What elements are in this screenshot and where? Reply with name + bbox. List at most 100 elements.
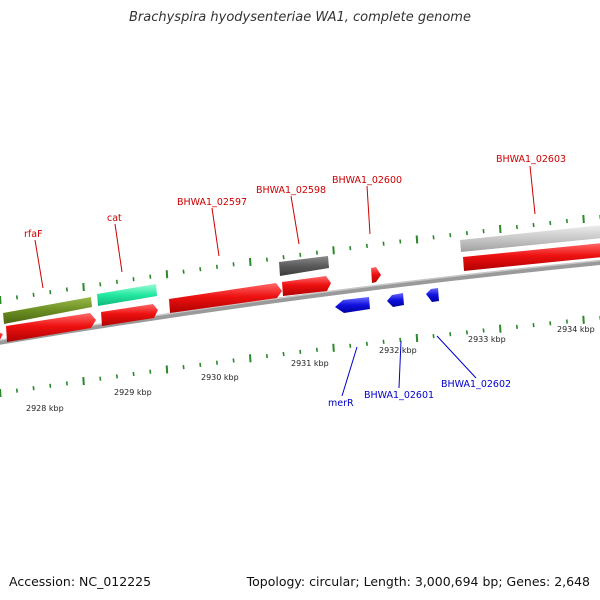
cds-arrow-02598[interactable] (282, 276, 331, 296)
cds-arrow-02597[interactable] (169, 283, 282, 313)
forward-tick-21 (349, 246, 352, 251)
reverse-tick-13 (215, 360, 218, 365)
forward-tick-34 (565, 218, 568, 224)
reverse-gene-callouts: merR BHWA1_02601 BHWA1_02602 (328, 335, 511, 409)
forward-tick-17 (282, 255, 285, 260)
reverse-tick-17 (282, 351, 285, 357)
label-02602: BHWA1_02602 (441, 379, 511, 390)
label-02600: BHWA1_02600 (332, 175, 402, 186)
forward-tick-23 (382, 241, 385, 246)
reverse-tick-29 (482, 328, 485, 333)
gene-02602-arrow[interactable] (426, 288, 439, 302)
label-02601: BHWA1_02601 (364, 390, 434, 401)
forward-tick-14 (232, 262, 235, 267)
reverse-tick-34 (565, 319, 568, 324)
forward-tick-3 (49, 290, 52, 295)
forward-tick-1 (15, 295, 18, 300)
reverse-tick-15 (249, 354, 252, 363)
cds-arrow-02603[interactable] (463, 243, 600, 271)
reverse-tick-21 (349, 343, 352, 348)
gene-02598-bar[interactable] (279, 256, 329, 276)
gene-merR-arrow[interactable] (335, 297, 370, 313)
forward-tick-30 (499, 224, 502, 234)
reverse-tick-0 (0, 388, 2, 398)
forward-tick-28 (465, 231, 468, 236)
reverse-tick-14 (232, 358, 235, 363)
reverse-tick-6 (99, 376, 102, 381)
forward-tick-27 (449, 233, 452, 238)
accession-text: Accession: NC_012225 (9, 574, 152, 589)
label-merR: merR (328, 398, 354, 409)
reverse-tick-9 (149, 369, 152, 374)
reverse-tick-24 (399, 337, 402, 342)
gene-02601-arrow[interactable] (387, 293, 404, 307)
reverse-tick-20 (332, 343, 335, 352)
reverse-tick-2 (32, 386, 35, 391)
reverse-tick-4 (65, 381, 68, 386)
forward-gene-callouts: rfaF cat BHWA1_02597 BHWA1_02598 BHWA1_0… (24, 154, 566, 289)
forward-tick-32 (532, 222, 535, 228)
axis-label-2929: 2929 kbp (114, 388, 152, 397)
cds-arrow-left-edge[interactable] (0, 331, 3, 347)
axis-label-2932: 2932 kbp (379, 346, 417, 355)
reverse-tick-16 (265, 354, 268, 359)
forward-tick-2 (32, 292, 35, 297)
forward-tick-7 (115, 279, 118, 284)
label-cat: cat (107, 213, 122, 224)
forward-tick-35 (582, 214, 585, 224)
axis-label-2933: 2933 kbp (468, 335, 506, 344)
reverse-tick-30 (499, 324, 502, 333)
reverse-tick-8 (132, 371, 135, 377)
reverse-tick-row (0, 315, 600, 398)
reverse-tick-5 (82, 377, 85, 386)
reverse-tick-19 (315, 347, 318, 352)
forward-tick-9 (149, 274, 152, 279)
reverse-tick-31 (515, 324, 518, 329)
reverse-tick-18 (299, 349, 302, 354)
cds-arrow-02600[interactable] (371, 267, 381, 283)
axis-label-2931: 2931 kbp (291, 359, 329, 368)
axis-labels: 2928 kbp 2929 kbp 2930 kbp 2931 kbp 2932… (26, 325, 595, 413)
cds-arrow-rfaF[interactable] (6, 313, 96, 342)
forward-tick-6 (99, 282, 102, 287)
forward-tick-row (0, 214, 600, 305)
forward-tick-4 (65, 287, 68, 292)
forward-tick-25 (415, 235, 419, 244)
reverse-tick-22 (365, 341, 368, 346)
forward-tick-18 (299, 252, 302, 257)
topology-text: Topology: circular; Length: 3,000,694 bp… (246, 574, 590, 589)
reverse-tick-27 (449, 332, 452, 337)
reverse-tick-7 (115, 374, 118, 379)
reverse-tick-1 (15, 388, 18, 393)
gene-cat-bar[interactable] (97, 284, 157, 306)
axis-label-2928: 2928 kbp (26, 404, 64, 413)
forward-tick-22 (365, 243, 368, 248)
forward-tick-16 (265, 257, 268, 262)
forward-tick-0 (0, 295, 2, 305)
forward-tick-33 (549, 220, 552, 226)
reverse-tick-23 (382, 339, 385, 344)
reverse-tick-25 (415, 333, 419, 343)
forward-tick-13 (215, 264, 218, 269)
forward-tick-24 (399, 239, 402, 244)
forward-tick-26 (432, 235, 435, 240)
reverse-tick-35 (582, 315, 585, 324)
reverse-tick-28 (465, 330, 468, 335)
forward-tick-11 (182, 269, 185, 274)
label-02598: BHWA1_02598 (256, 185, 326, 196)
label-02603: BHWA1_02603 (496, 154, 566, 165)
forward-tick-12 (199, 267, 202, 272)
reverse-tick-10 (165, 365, 169, 374)
forward-tick-5 (82, 282, 85, 292)
label-02597: BHWA1_02597 (177, 197, 247, 208)
forward-tick-8 (132, 277, 135, 282)
reverse-tick-26 (432, 334, 435, 339)
cds-arrow-cat[interactable] (101, 304, 158, 326)
label-rfaF: rfaF (24, 229, 43, 240)
forward-tick-29 (482, 229, 485, 234)
map-title: Brachyspira hyodysenteriae WA1, complete… (129, 10, 471, 25)
gene-02603-bar[interactable] (460, 225, 600, 252)
axis-label-2930: 2930 kbp (201, 373, 239, 382)
gene-rfaF-bar[interactable] (3, 297, 92, 324)
